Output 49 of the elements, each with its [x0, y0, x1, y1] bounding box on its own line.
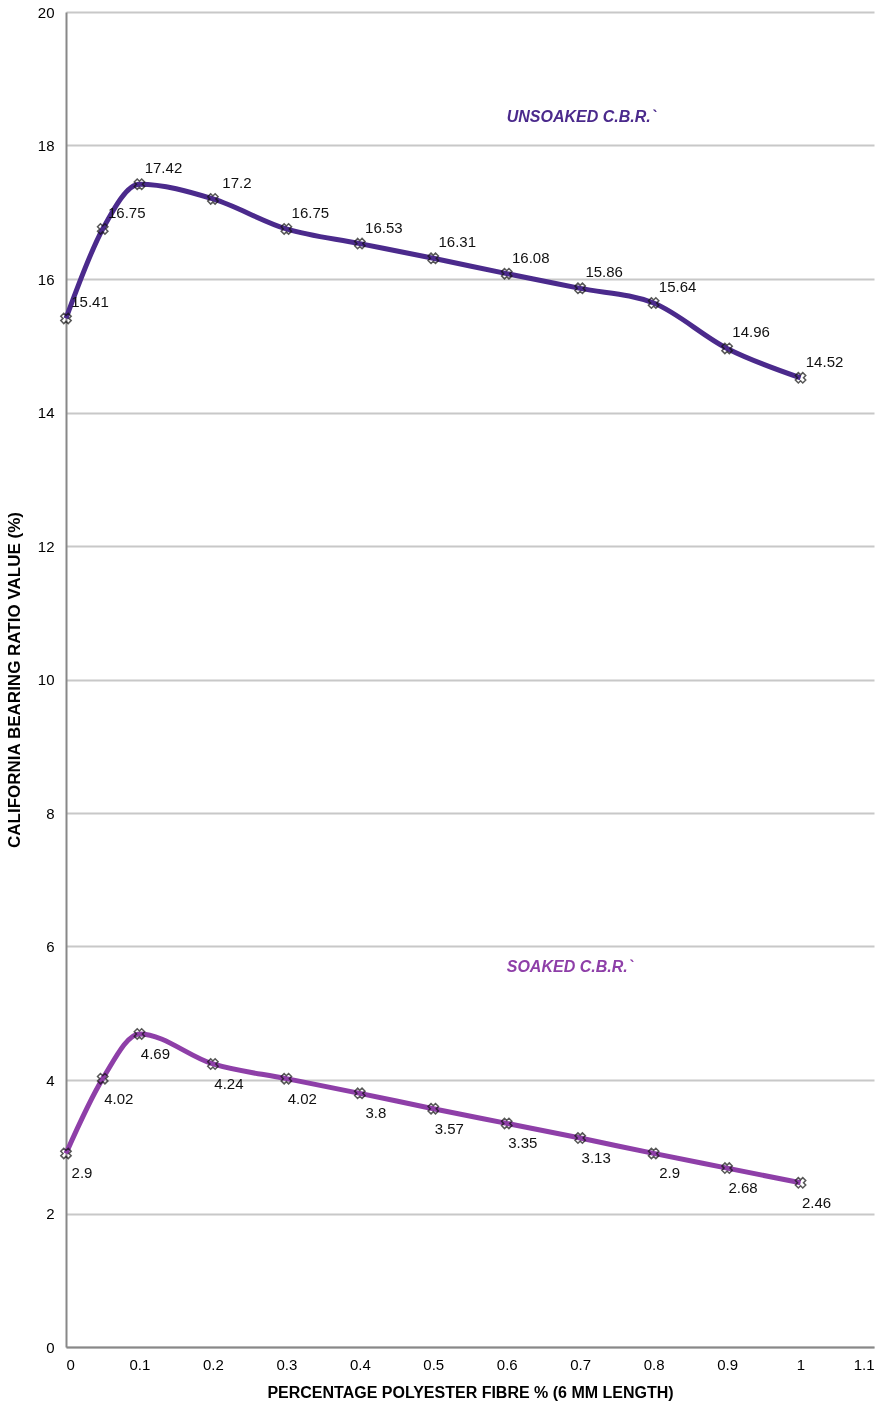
data-label: 2.9 — [71, 1164, 93, 1182]
y-axis-title: CALIFORNIA BEARING RATIO VALUE (%) — [4, 512, 24, 848]
x-tick-label: 0.4 — [349, 1355, 371, 1373]
y-tick-label: 12 — [37, 537, 55, 555]
data-label: 15.86 — [585, 263, 623, 281]
text: SOAKED C.B.R.` — [506, 958, 634, 976]
y-tick-label: 8 — [46, 804, 55, 822]
y-tick-label: 20 — [37, 3, 55, 21]
text: UNSOAKED C.B.R.` — [506, 108, 657, 126]
data-label: 2.9 — [659, 1164, 681, 1182]
data-label: 17.2 — [222, 173, 252, 191]
x-tick-label: 1.1 — [853, 1355, 875, 1373]
x-tick-label: 0.9 — [717, 1355, 739, 1373]
x-tick-label: 0.2 — [202, 1355, 224, 1373]
y-tick-label: 14 — [37, 404, 55, 421]
x-tick-label: 0.6 — [496, 1355, 518, 1373]
data-label: 14.52 — [805, 352, 844, 370]
data-label: 16.75 — [291, 203, 330, 221]
data-label: 3.13 — [581, 1149, 611, 1167]
data-label: 16.53 — [365, 218, 403, 236]
y-tick-label: 10 — [37, 671, 55, 688]
x-tick-label: 0.3 — [276, 1355, 298, 1373]
y-tick-label: 16 — [37, 270, 55, 288]
data-label: 4.02 — [104, 1089, 134, 1107]
data-label: 3.35 — [508, 1134, 538, 1152]
x-tick-label: 0.7 — [570, 1355, 592, 1373]
x-tick-label: 0.8 — [643, 1355, 665, 1373]
data-label: 16.08 — [511, 248, 550, 266]
x-axis-title: PERCENTAGE POLYESTER FIBRE % (6 MM LENGTH) — [267, 1383, 674, 1401]
data-label: 4.24 — [214, 1074, 244, 1092]
data-label: 17.42 — [144, 159, 183, 177]
data-label: 14.96 — [732, 323, 770, 341]
x-tick-label: 0.5 — [423, 1355, 445, 1373]
y-tick-label: 2 — [46, 1205, 55, 1222]
x-tick-label: 0.1 — [129, 1355, 151, 1373]
data-label: 16.31 — [438, 233, 477, 251]
data-label: 4.02 — [287, 1089, 317, 1107]
data-label: 4.69 — [140, 1044, 171, 1062]
data-label: 15.64 — [658, 278, 697, 296]
y-tick-label: 4 — [46, 1071, 55, 1089]
data-label: 3.57 — [434, 1119, 464, 1137]
x-tick-label: 1 — [796, 1355, 806, 1373]
data-label: 2.68 — [728, 1179, 758, 1197]
y-tick-label: 18 — [37, 137, 55, 154]
y-tick-label: 6 — [46, 938, 55, 955]
x-tick-label: 0 — [66, 1355, 75, 1373]
data-label: 2.46 — [801, 1193, 832, 1211]
data-label: 3.8 — [365, 1104, 387, 1122]
y-tick-label: 0 — [46, 1338, 55, 1356]
